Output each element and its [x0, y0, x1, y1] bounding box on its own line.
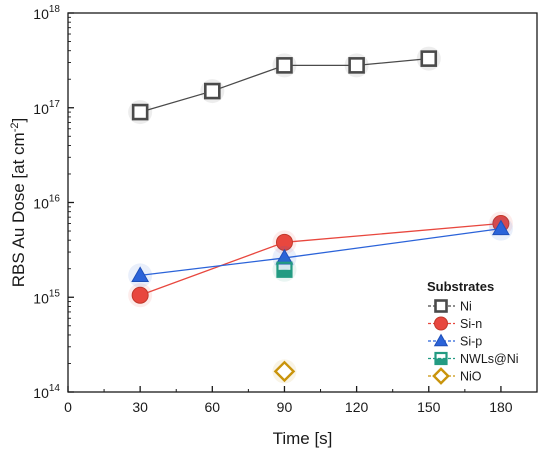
x-tick-label: 150 — [417, 399, 441, 415]
legend-label: NWLs@Ni — [460, 352, 519, 366]
data-point — [275, 248, 294, 265]
legend-entry: Si-n — [428, 316, 482, 331]
y-tick-base: 10 — [33, 6, 49, 22]
series-nwls-ni — [272, 257, 297, 282]
data-point — [492, 219, 510, 236]
y-tick-exponent: 16 — [49, 194, 61, 205]
data-point — [276, 261, 293, 278]
series-line — [140, 227, 502, 277]
legend-title: Substrates — [427, 279, 494, 294]
marker-fill — [277, 269, 292, 277]
data-point — [420, 50, 438, 67]
legend-marker — [432, 367, 450, 385]
data-point — [131, 103, 149, 121]
legend-entry: Si-p — [428, 333, 482, 349]
y-tick-label: 1015 — [33, 288, 60, 306]
legend-label: NiO — [460, 370, 482, 384]
data-point — [348, 57, 365, 74]
y-tick-exponent: 15 — [49, 288, 61, 299]
y-tick-base: 10 — [33, 385, 49, 401]
legend-marker — [434, 351, 448, 366]
x-tick-label: 90 — [277, 399, 293, 415]
legend-label: Si-n — [460, 317, 482, 331]
y-axis-title: RBS Au Dose [at cm-2] — [9, 118, 28, 287]
marker-outline — [276, 261, 293, 278]
legend: Substrates Ni Si-n Si-p NWLs@Ni NiO — [427, 279, 519, 385]
x-tick-label: 30 — [132, 399, 148, 415]
y-tick-label: 1018 — [33, 4, 60, 22]
series-nio — [272, 359, 297, 384]
series-ni — [128, 46, 441, 125]
marker-outline — [434, 351, 448, 366]
legend-entry: NWLs@Ni — [428, 351, 519, 366]
y-tick-base: 10 — [33, 290, 49, 306]
y-tick-exponent: 18 — [49, 4, 61, 15]
legend-entries: Ni Si-n Si-p NWLs@Ni NiO — [428, 299, 519, 385]
legend-marker — [434, 299, 448, 313]
series-layer — [128, 46, 513, 384]
data-point — [273, 360, 296, 383]
data-point — [276, 57, 293, 74]
legend-entry: NiO — [428, 367, 482, 385]
x-tick-label: 60 — [205, 399, 221, 415]
x-axis: 0 30 60 90 120 150 180 — [64, 386, 513, 415]
data-point — [131, 266, 150, 282]
y-axis-title-sup: -2 — [9, 123, 21, 133]
y-axis-title-main: RBS Au Dose [at cm — [9, 132, 28, 287]
y-tick-label: 1016 — [33, 194, 60, 212]
y-tick-exponent: 17 — [49, 99, 61, 110]
y-axis-title-end: ] — [9, 118, 28, 123]
x-tick-label: 0 — [64, 399, 72, 415]
y-tick-exponent: 14 — [49, 383, 61, 394]
legend-label: Si-p — [460, 335, 482, 349]
marker-fill — [435, 358, 447, 364]
x-tick-label: 120 — [345, 399, 369, 415]
x-tick-label: 180 — [489, 399, 513, 415]
legend-marker — [433, 333, 449, 347]
x-axis-title: Time [s] — [273, 429, 333, 448]
y-tick-base: 10 — [33, 196, 49, 212]
legend-marker — [434, 316, 448, 331]
y-tick-label: 1017 — [33, 99, 60, 117]
data-point — [131, 286, 149, 304]
y-tick-base: 10 — [33, 101, 49, 117]
legend-entry: Ni — [428, 299, 472, 314]
data-point — [204, 82, 221, 100]
legend-label: Ni — [460, 300, 472, 314]
y-tick-label: 1014 — [33, 383, 60, 401]
